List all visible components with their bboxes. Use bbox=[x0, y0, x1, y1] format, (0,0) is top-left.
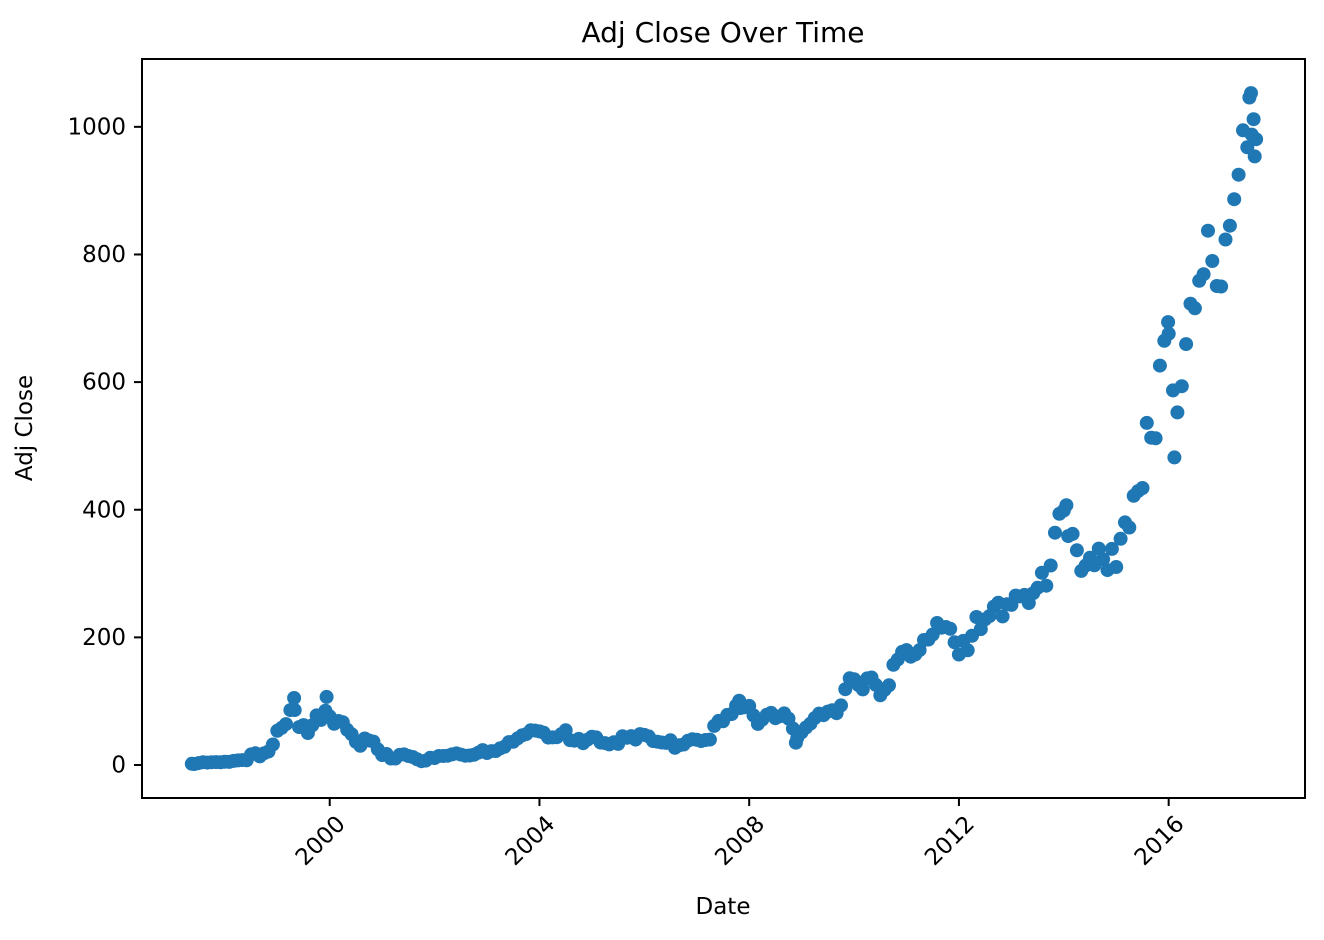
data-point bbox=[1201, 223, 1215, 238]
x-axis-label: Date bbox=[696, 894, 751, 920]
axes-spines bbox=[141, 58, 1306, 799]
plot-area bbox=[142, 59, 1305, 798]
data-point bbox=[1170, 405, 1185, 420]
data-point bbox=[1174, 379, 1189, 394]
data-point bbox=[1167, 450, 1182, 465]
data-point bbox=[1139, 415, 1154, 430]
y-tick-label: 600 bbox=[82, 370, 126, 396]
data-point bbox=[855, 682, 870, 697]
data-point bbox=[1135, 481, 1150, 495]
x-tick-label: 2008 bbox=[710, 811, 770, 871]
data-point bbox=[1196, 267, 1211, 282]
y-tick-label: 0 bbox=[111, 753, 126, 779]
data-point bbox=[1152, 358, 1167, 373]
x-tick-label: 2004 bbox=[501, 811, 561, 871]
y-axis-label: Adj Close bbox=[12, 375, 38, 481]
data-point bbox=[279, 717, 293, 732]
data-point bbox=[1065, 526, 1080, 541]
data-point bbox=[1244, 86, 1258, 101]
data-point bbox=[1231, 167, 1246, 182]
data-point bbox=[265, 737, 280, 752]
data-point bbox=[834, 698, 848, 713]
data-point bbox=[1247, 149, 1262, 164]
scatter-points bbox=[184, 86, 1264, 771]
y-axis-ticks: 0 200 400 600 800 1000 bbox=[67, 114, 142, 779]
data-point bbox=[882, 678, 896, 693]
data-point bbox=[1096, 552, 1111, 567]
data-point bbox=[1161, 326, 1176, 341]
data-point bbox=[1069, 543, 1084, 558]
data-point bbox=[1113, 531, 1128, 546]
data-point bbox=[838, 682, 853, 697]
x-tick-label: 2000 bbox=[291, 811, 351, 871]
data-point bbox=[1039, 578, 1054, 593]
data-point bbox=[1205, 254, 1220, 268]
data-point bbox=[1161, 315, 1176, 330]
data-point bbox=[1048, 525, 1062, 540]
data-point bbox=[319, 689, 334, 704]
x-axis-ticks: 2000 2004 2008 2012 2016 bbox=[291, 798, 1190, 871]
data-point bbox=[1214, 279, 1229, 294]
data-point bbox=[943, 621, 958, 636]
data-point bbox=[1218, 232, 1233, 247]
data-point bbox=[1043, 558, 1058, 573]
data-point bbox=[1059, 498, 1074, 513]
data-point bbox=[1179, 337, 1194, 352]
data-point bbox=[1122, 520, 1137, 535]
data-point bbox=[1246, 112, 1261, 127]
data-point bbox=[960, 643, 975, 658]
x-tick-label: 2012 bbox=[920, 811, 980, 871]
data-point bbox=[1109, 560, 1124, 574]
data-point bbox=[1249, 132, 1264, 147]
data-point bbox=[1104, 541, 1119, 556]
y-tick-label: 1000 bbox=[67, 114, 126, 140]
data-point bbox=[1227, 192, 1242, 207]
data-point bbox=[1222, 218, 1237, 233]
chart-title: Adj Close Over Time bbox=[581, 16, 864, 49]
data-point bbox=[1148, 431, 1163, 446]
y-tick-label: 800 bbox=[82, 242, 126, 268]
y-tick-label: 200 bbox=[82, 625, 126, 651]
y-tick-label: 400 bbox=[82, 497, 126, 523]
x-tick-label: 2016 bbox=[1130, 811, 1190, 871]
data-point bbox=[287, 703, 302, 718]
data-point bbox=[1091, 541, 1106, 556]
data-point bbox=[995, 609, 1010, 624]
data-point bbox=[702, 732, 717, 747]
data-point bbox=[1187, 301, 1202, 316]
data-point bbox=[287, 691, 302, 705]
